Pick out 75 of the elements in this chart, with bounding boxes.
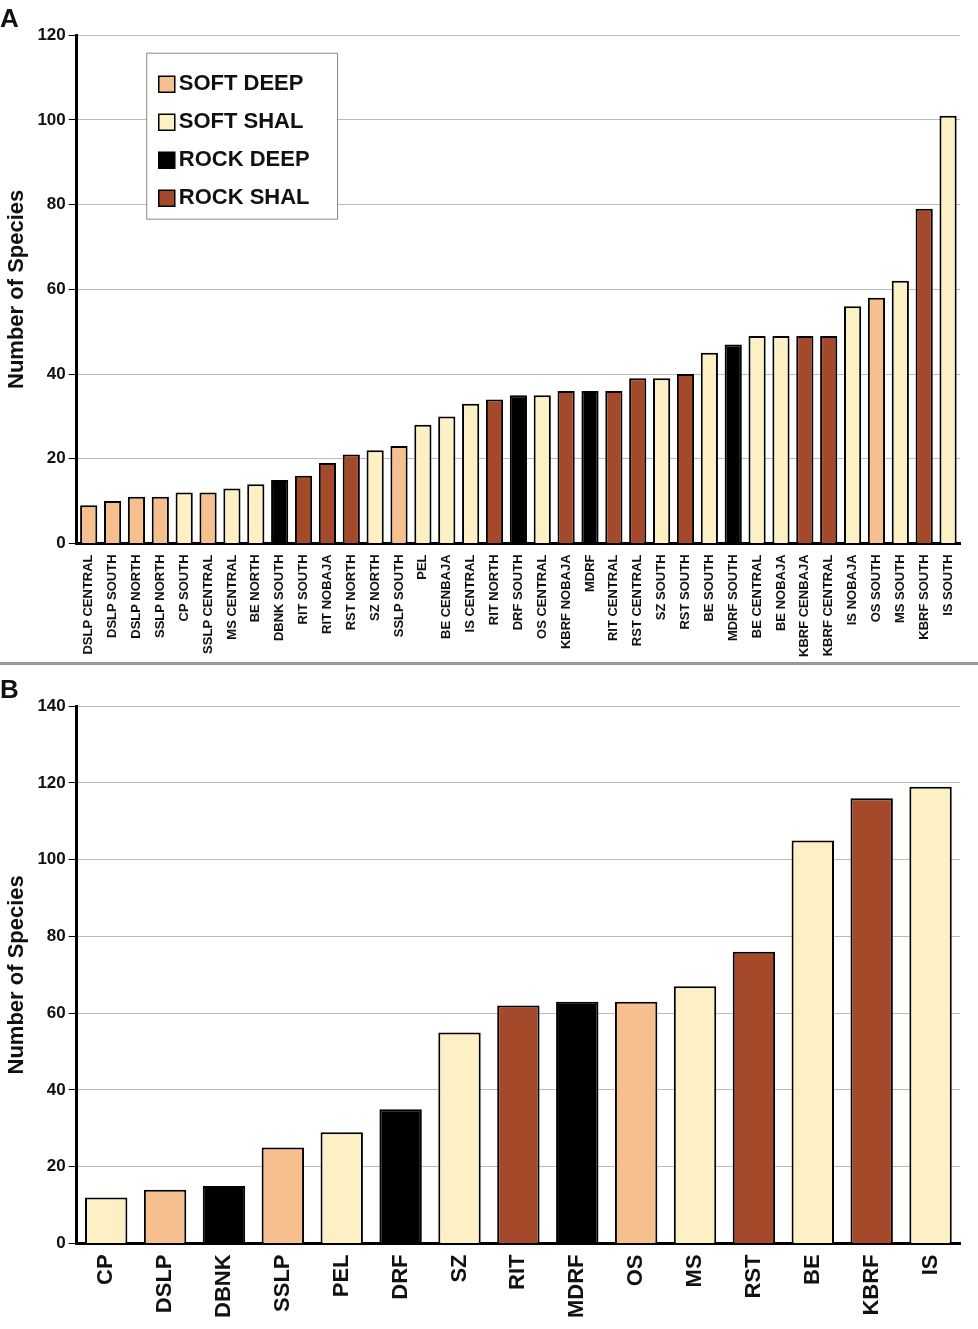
x-tick-label: BE SOUTH: [700, 554, 716, 622]
x-tick-label: BE NOBAJA: [772, 553, 788, 632]
x-tick-label: MDRF: [581, 554, 597, 592]
x-tick-label: DSLP CENTRAL: [80, 554, 96, 655]
y-tick-label: 20: [46, 1156, 66, 1176]
x-tick-label: PEL: [327, 1254, 353, 1298]
legend-label: ROCK SHAL: [178, 184, 310, 210]
y-tick-label: 80: [46, 926, 66, 946]
x-tick-label: MS SOUTH: [891, 554, 907, 624]
y-tick-label: 140: [37, 695, 66, 715]
x-tick-label: KBRF SOUTH: [915, 554, 931, 640]
y-tick-label: 40: [46, 1079, 66, 1099]
y-tick-label: 100: [37, 109, 66, 129]
y-tick-label: 20: [46, 448, 66, 468]
chart-title: B: [0, 673, 19, 704]
x-tick-label: SZ SOUTH: [653, 554, 669, 621]
x-tick-label: RIT: [504, 1253, 530, 1290]
x-tick-label: CP: [92, 1254, 118, 1286]
x-tick-label: MDRF SOUTH: [724, 554, 740, 642]
x-tick-label: RST SOUTH: [677, 554, 693, 630]
x-tick-label: RST: [739, 1253, 765, 1299]
legend-label: SOFT SHAL: [178, 108, 304, 134]
x-tick-label: SSLP NORTH: [151, 554, 167, 638]
x-tick-label: IS NOBAJA: [844, 553, 860, 626]
x-tick-label: RIT CENTRAL: [605, 554, 621, 642]
x-tick-label: RIT NOBAJA: [318, 553, 334, 634]
y-tick-label: 120: [37, 24, 66, 44]
x-tick-label: CP SOUTH: [175, 554, 191, 622]
y-axis-title: Number of Species: [3, 189, 29, 389]
x-tick-label: DSLP SOUTH: [104, 554, 120, 638]
y-tick-label: 40: [46, 363, 66, 383]
legend-label: ROCK DEEP: [178, 146, 310, 172]
x-tick-label: BE CENTRAL: [748, 554, 764, 639]
x-tick-label: OS CENTRAL: [533, 554, 549, 639]
y-tick-label: 60: [46, 1002, 66, 1022]
x-tick-label: DSLP: [151, 1254, 177, 1314]
x-tick-label: RIT SOUTH: [295, 554, 311, 625]
y-axis-title: Number of Species: [3, 875, 29, 1075]
y-tick-label: 0: [56, 533, 66, 553]
x-tick-label: OS SOUTH: [868, 554, 884, 623]
y-tick-label: 100: [37, 849, 66, 869]
x-tick-label: OS: [622, 1254, 648, 1287]
x-tick-label: SSLP SOUTH: [390, 554, 406, 638]
x-tick-label: RST CENTRAL: [629, 554, 645, 647]
y-tick-label: 60: [46, 279, 66, 299]
x-tick-label: SZ NORTH: [366, 554, 382, 621]
x-tick-label: MS: [681, 1254, 707, 1288]
x-tick-label: KBRF CENBAJA: [796, 553, 812, 657]
x-tick-label: DRF SOUTH: [509, 554, 525, 631]
x-tick-label: BE NORTH: [247, 554, 263, 623]
chart-title: A: [0, 2, 19, 33]
x-tick-label: RST NORTH: [342, 554, 358, 631]
x-tick-label: DBNK SOUTH: [271, 554, 287, 642]
x-tick-label: MDRF: [563, 1254, 589, 1318]
x-tick-label: MS CENTRAL: [223, 554, 239, 640]
x-tick-label: KBRF: [857, 1254, 883, 1316]
x-tick-label: SZ: [445, 1254, 471, 1283]
x-tick-label: BE CENBAJA: [438, 553, 454, 639]
x-tick-label: SSLP: [268, 1254, 294, 1312]
x-tick-label: IS: [916, 1254, 942, 1276]
x-tick-label: DBNK: [210, 1254, 236, 1319]
y-tick-label: 0: [56, 1233, 66, 1253]
y-tick-label: 80: [46, 194, 66, 214]
x-tick-label: IS CENTRAL: [462, 554, 478, 633]
x-tick-label: RIT NORTH: [486, 554, 502, 626]
x-tick-label: DSLP NORTH: [128, 554, 144, 639]
y-tick-label: 120: [37, 772, 66, 792]
legend-label: SOFT DEEP: [178, 70, 304, 96]
x-tick-label: PEL: [414, 554, 430, 580]
x-tick-label: KBRF CENTRAL: [820, 554, 836, 657]
x-tick-label: BE: [798, 1254, 824, 1286]
x-tick-label: DRF: [386, 1254, 412, 1300]
x-tick-label: IS SOUTH: [939, 554, 955, 616]
x-tick-label: KBRF NOBAJA: [557, 553, 573, 650]
x-tick-label: SSLP CENTRAL: [199, 554, 215, 654]
